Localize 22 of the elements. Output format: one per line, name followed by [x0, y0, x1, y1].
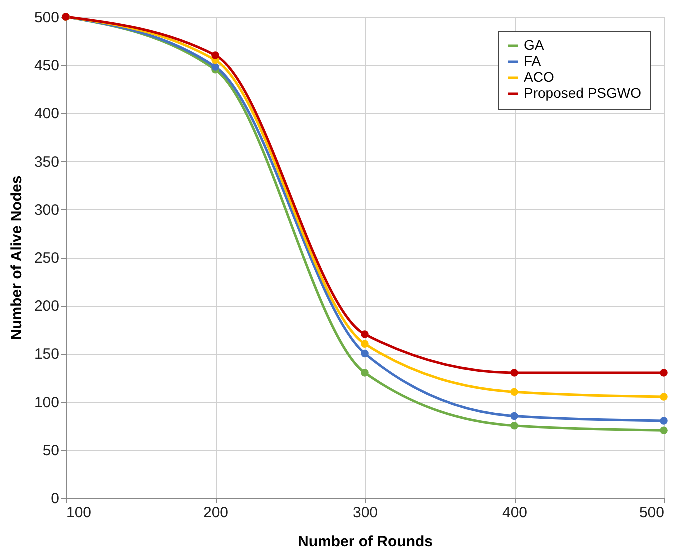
y-tick-label: 200 — [34, 298, 60, 316]
y-axis-title: Number of Alive Nodes — [8, 176, 26, 340]
y-tick-label: 450 — [34, 58, 60, 75]
y-tick-label: 150 — [34, 346, 60, 364]
x-tick-label: 200 — [203, 504, 229, 522]
legend-label: GA — [524, 37, 545, 53]
y-tick-label: 0 — [51, 490, 60, 508]
legend-label: FA — [524, 53, 542, 69]
y-tick-label: 350 — [34, 154, 60, 171]
x-tick-label: 400 — [502, 504, 528, 522]
legend-label: ACO — [524, 69, 554, 85]
y-tick-label: 50 — [42, 442, 60, 460]
x-tick-label: 100 — [66, 504, 92, 522]
legend-label: Proposed PSGWO — [524, 85, 642, 101]
y-tick-label: 300 — [34, 202, 60, 219]
x-tick-label: 500 — [639, 504, 664, 522]
x-axis-title: Number of Rounds — [298, 534, 433, 550]
y-tick-label: 250 — [34, 250, 60, 267]
y-tick-label: 400 — [34, 106, 60, 123]
x-tick-label: 300 — [352, 504, 378, 522]
y-tick-label: 100 — [34, 394, 60, 412]
y-tick-label: 500 — [34, 10, 60, 26]
